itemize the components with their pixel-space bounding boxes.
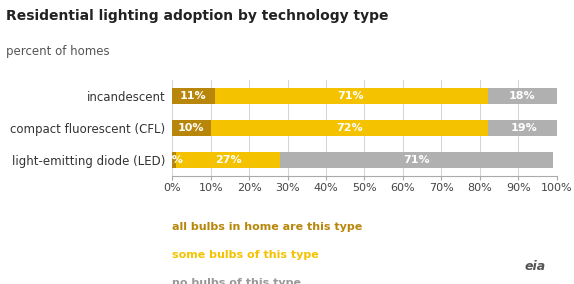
Bar	[172, 152, 176, 168]
Text: 18%: 18%	[509, 91, 536, 101]
Bar	[172, 120, 211, 136]
Text: percent of homes: percent of homes	[6, 45, 110, 59]
Text: 71%: 71%	[338, 91, 364, 101]
Text: 71%: 71%	[403, 155, 430, 165]
Bar	[487, 87, 557, 104]
Text: 10%: 10%	[178, 123, 205, 133]
Text: 19%: 19%	[511, 123, 537, 133]
Bar	[172, 87, 215, 104]
Text: some bulbs of this type: some bulbs of this type	[172, 250, 319, 260]
Text: no bulbs of this type: no bulbs of this type	[172, 278, 301, 284]
Text: 11%: 11%	[180, 91, 207, 101]
Bar	[215, 87, 487, 104]
Text: all bulbs in home are this type: all bulbs in home are this type	[172, 222, 362, 231]
Text: 27%: 27%	[215, 155, 241, 165]
Text: 1%: 1%	[165, 155, 184, 165]
Bar	[280, 152, 553, 168]
Bar	[176, 152, 280, 168]
Text: Residential lighting adoption by technology type: Residential lighting adoption by technol…	[6, 9, 388, 22]
Text: eia: eia	[524, 260, 545, 273]
Bar	[487, 120, 561, 136]
Text: 72%: 72%	[336, 123, 362, 133]
Bar	[211, 120, 487, 136]
